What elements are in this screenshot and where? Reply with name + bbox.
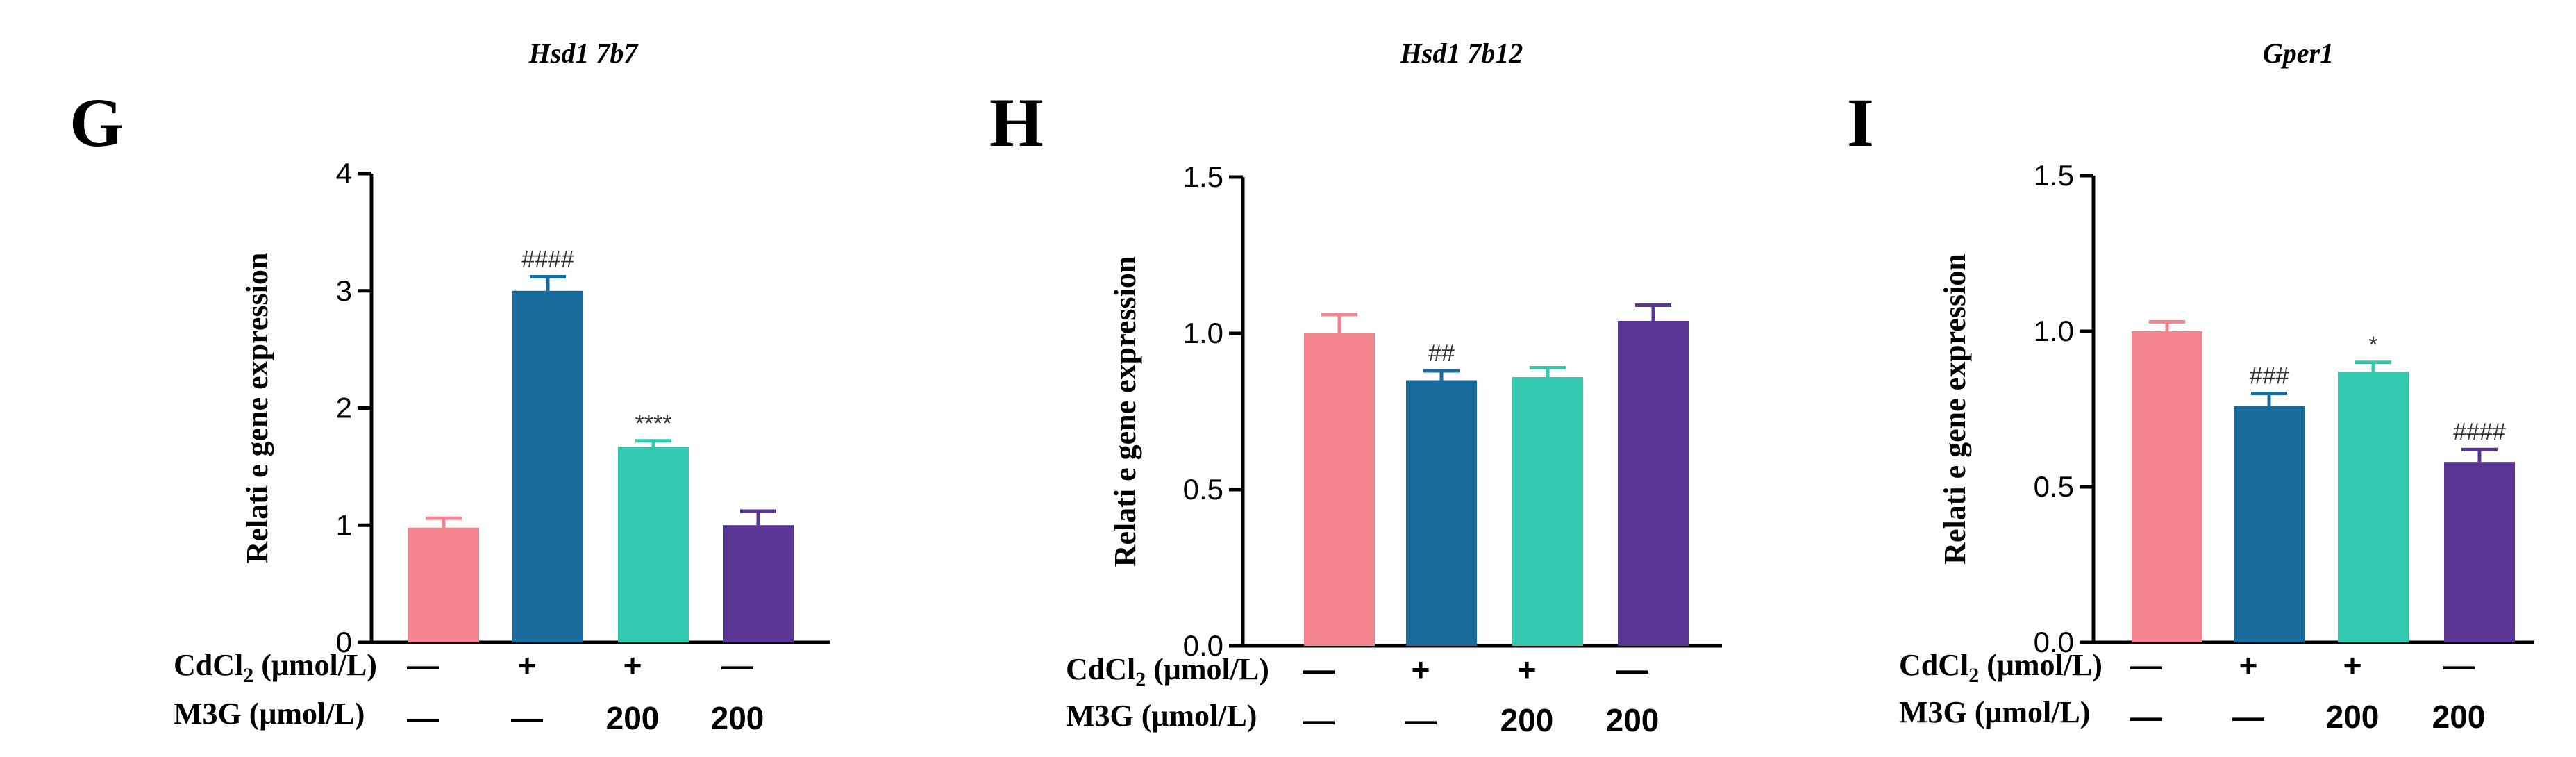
chart-title: Hsd1 7b12 xyxy=(1400,38,1523,69)
panel-h: Hsd1 7b12 H Relati e gene expression 0.0 0.5… xyxy=(989,38,1722,738)
cdcl2-label-unit: (μmol/L) xyxy=(1146,652,1269,686)
cdcl2-condition-value: + xyxy=(518,647,537,683)
y-tick-label: 4 xyxy=(336,157,352,190)
cdcl2-condition-value: + xyxy=(1518,651,1537,688)
m3g-row-label: M3G (μmol/L) xyxy=(1899,695,2090,729)
panel-g: Hsd1 7b7 G Relati e gene expression 0 1 2 3 4 ##… xyxy=(69,38,830,736)
cdcl2-label-unit: (μmol/L) xyxy=(253,648,377,682)
bar xyxy=(1512,377,1583,646)
y-tick-label: 2 xyxy=(336,392,352,424)
bar xyxy=(512,290,583,642)
m3g-condition-value: 200 xyxy=(1606,702,1659,738)
y-axis-label: Relati e gene expression xyxy=(240,253,274,564)
cdcl2-condition-value: — xyxy=(2443,647,2475,683)
cdcl2-condition-value: — xyxy=(2130,647,2162,683)
significance-marker: ## xyxy=(1428,340,1455,367)
bar xyxy=(618,447,689,642)
m3g-condition-value: — xyxy=(407,700,439,736)
y-tick-label: 0.5 xyxy=(2034,470,2074,503)
cdcl2-condition-value: + xyxy=(2343,647,2362,683)
bar xyxy=(2234,406,2305,642)
m3g-condition-value: — xyxy=(1303,702,1335,738)
m3g-condition-value: 200 xyxy=(2432,699,2486,735)
cdcl2-condition-value: + xyxy=(624,647,642,683)
y-axis-label: Relati e gene expression xyxy=(1938,253,1972,565)
m3g-row-label: M3G (μmol/L) xyxy=(1066,699,1257,733)
panel-letter: H xyxy=(989,84,1044,161)
panel-i: Gper1 I Relati e gene expression 0.0 0.5 1.0 1… xyxy=(1847,38,2534,735)
cdcl2-condition-value: — xyxy=(407,647,439,683)
panel-letter: G xyxy=(69,84,124,161)
m3g-condition-value: 200 xyxy=(711,700,764,736)
cdcl2-label-unit: (μmol/L) xyxy=(1979,648,2102,682)
y-tick-label: 1.5 xyxy=(1183,160,1223,193)
cdcl2-label-sub: 2 xyxy=(243,664,253,687)
m3g-condition-value: 200 xyxy=(2326,699,2380,735)
y-tick-label: 1.0 xyxy=(1183,317,1223,349)
cdcl2-row-label: CdCl2 (μmol/L) xyxy=(1899,648,2102,687)
y-tick-label: 0.0 xyxy=(1183,629,1223,662)
cdcl2-row-label: CdCl2 (μmol/L) xyxy=(1066,652,1269,691)
m3g-condition-value: 200 xyxy=(606,700,660,736)
cdcl2-label-sub: 2 xyxy=(1968,664,1979,687)
significance-marker: **** xyxy=(635,410,672,437)
bar xyxy=(1406,380,1477,646)
significance-marker: ### xyxy=(2250,363,2289,390)
m3g-condition-value: — xyxy=(1405,702,1437,738)
m3g-condition-value: — xyxy=(511,700,543,736)
cdcl2-condition-value: + xyxy=(1412,651,1430,688)
y-axis-label: Relati e gene expression xyxy=(1108,256,1142,567)
bar xyxy=(408,527,479,642)
panel-letter: I xyxy=(1847,84,1874,161)
y-tick-label: 3 xyxy=(336,274,352,307)
significance-marker: #### xyxy=(2453,419,2506,445)
cdcl2-row-label: CdCl2 (μmol/L) xyxy=(174,648,377,687)
significance-marker: * xyxy=(2368,332,2377,358)
y-tick-label: 0 xyxy=(336,626,352,658)
significance-marker: #### xyxy=(521,247,574,273)
bar xyxy=(2338,372,2409,642)
bar xyxy=(2444,462,2515,642)
cdcl2-condition-value: — xyxy=(1303,651,1335,688)
m3g-condition-value: — xyxy=(2232,699,2264,735)
cdcl2-condition-value: — xyxy=(721,647,753,683)
bar xyxy=(1618,321,1689,646)
bar xyxy=(2132,331,2202,642)
m3g-condition-value: 200 xyxy=(1500,702,1554,738)
y-tick-label: 0.5 xyxy=(1183,473,1223,506)
bar xyxy=(723,525,794,642)
y-tick-label: 1.5 xyxy=(2034,159,2074,192)
chart-title: Gper1 xyxy=(2263,38,2334,69)
bar xyxy=(1304,333,1375,646)
cdcl2-label-main: CdCl xyxy=(1899,648,1968,682)
cdcl2-label-sub: 2 xyxy=(1135,668,1146,691)
cdcl2-label-main: CdCl xyxy=(1066,652,1135,686)
chart-title: Hsd1 7b7 xyxy=(528,38,639,69)
y-tick-label: 1 xyxy=(336,508,352,541)
y-tick-label: 0.0 xyxy=(2034,626,2074,658)
y-tick-label: 1.0 xyxy=(2034,315,2074,347)
cdcl2-condition-value: + xyxy=(2239,647,2258,683)
m3g-row-label: M3G (μmol/L) xyxy=(174,697,365,731)
m3g-condition-value: — xyxy=(2130,699,2162,735)
cdcl2-label-main: CdCl xyxy=(174,648,243,682)
cdcl2-condition-value: — xyxy=(1616,651,1648,688)
